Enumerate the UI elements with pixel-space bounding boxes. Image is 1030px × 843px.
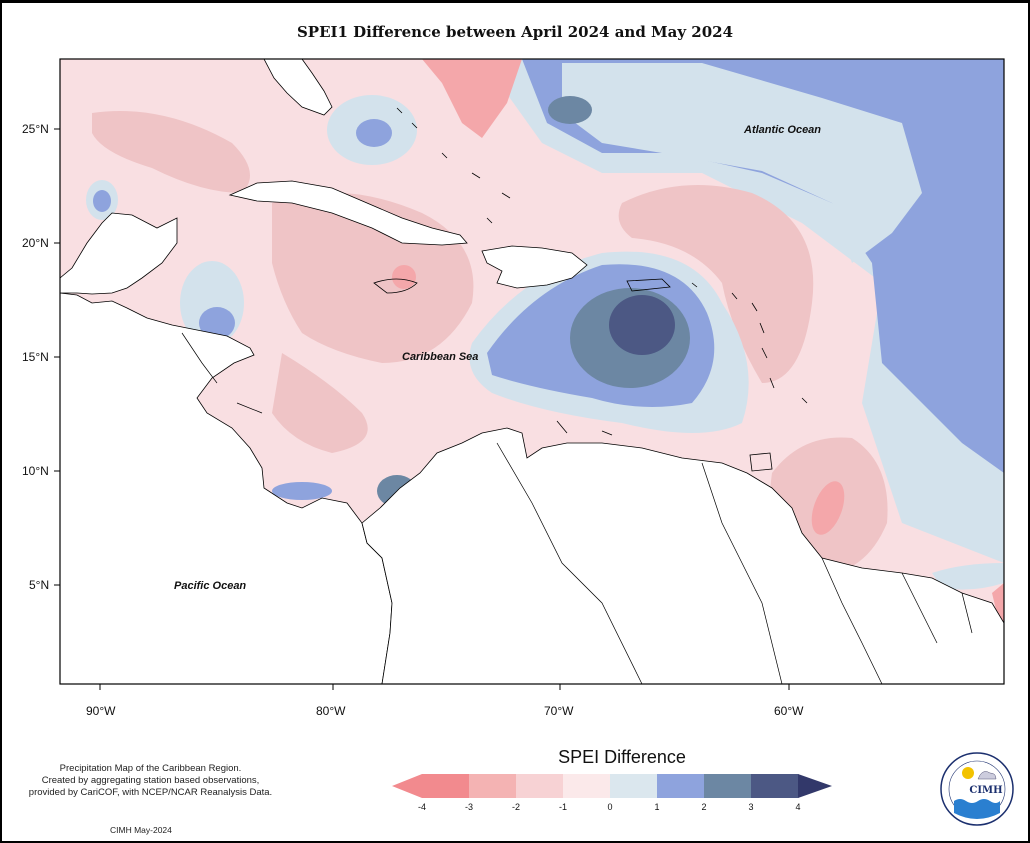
legend-tick-label: 0: [607, 802, 613, 812]
field-south-pink: [272, 353, 368, 453]
map-svg: [54, 58, 1014, 826]
figure-frame: SPEI1 Difference between April 2024 and …: [2, 3, 1028, 841]
field-guiana-red: [811, 481, 845, 535]
credit: CIMH May-2024: [110, 825, 172, 835]
lat-label-5: 5°N: [29, 578, 50, 592]
field-se-lightblue: [932, 563, 1004, 590]
legend-tick-label: -1: [558, 802, 568, 812]
colorbar-arrow-right: [798, 774, 832, 798]
lat-ticks: [54, 128, 60, 586]
cimh-logo-icon: [940, 752, 1014, 826]
caption: Precipitation Map of the Caribbean Regio…: [8, 763, 293, 799]
land-trinidad: [749, 452, 773, 472]
colorbar-segment: [422, 774, 470, 798]
field-panama-blue: [272, 482, 332, 500]
colorbar-segment: [657, 774, 705, 798]
caption-line-1: Precipitation Map of the Caribbean Regio…: [59, 763, 242, 774]
colorbar-segment: [469, 774, 517, 798]
land-cuba: [228, 180, 468, 246]
lon-label-70: 70°W: [544, 704, 574, 718]
land-mexico-gulf: [60, 212, 178, 295]
field-gulf-pink: [92, 111, 250, 193]
legend-tick-label: -4: [417, 802, 427, 812]
map-title: SPEI1 Difference between April 2024 and …: [296, 23, 734, 41]
colorbar-arrow-left: [392, 774, 422, 798]
legend-colorbar: [392, 774, 832, 798]
legend-tick-label: 4: [795, 802, 801, 812]
legend-tick-label: -3: [464, 802, 474, 812]
land-jamaica: [373, 278, 418, 294]
field-caribbean-darkblue: [609, 295, 675, 355]
colorbar-segment: [610, 774, 658, 798]
logo-text: CIMH: [969, 785, 1003, 796]
lat-label-15: 15°N: [22, 350, 49, 364]
legend-tick-label: 2: [701, 802, 707, 812]
lon-label-60: 60°W: [774, 704, 804, 718]
colorbar-segment: [751, 774, 799, 798]
field-north-red: [422, 59, 522, 138]
lon-label-90: 90°W: [86, 704, 116, 718]
field-jamaica-red: [392, 265, 416, 289]
colorbar-segment: [704, 774, 752, 798]
land-south-america: [361, 427, 1004, 684]
field-gulf-blue: [93, 190, 111, 212]
ocean-label-pacific: Pacific Ocean: [174, 580, 247, 592]
land-hispaniola: [481, 245, 588, 289]
legend-title: SPEI Difference: [558, 747, 686, 767]
colorbar-segment: [563, 774, 611, 798]
lat-label-10: 10°N: [22, 464, 49, 478]
lat-label-20: 20°N: [22, 236, 49, 250]
legend-tick-label: 3: [748, 802, 754, 812]
lon-label-80: 80°W: [316, 704, 346, 718]
small-islands: [396, 107, 808, 436]
legend-tick-label: -2: [511, 802, 521, 812]
country-borders: [181, 332, 973, 684]
field-atlantic-small-dark: [548, 96, 592, 124]
land-puerto-rico: [626, 278, 671, 292]
map-frame: [59, 58, 1005, 685]
legend-tick-label: 1: [654, 802, 660, 812]
ocean-label-caribbean: Caribbean Sea: [402, 351, 479, 363]
field-atlantic-pink: [618, 185, 814, 383]
lon-ticks: [99, 684, 790, 690]
lat-label-25: 25°N: [22, 122, 49, 136]
ocean-label-atlantic: Atlantic Ocean: [744, 124, 822, 136]
field-atlantic-inner-lightblue: [562, 63, 922, 263]
field-yucatan-blue: [199, 307, 235, 339]
land-florida: [263, 59, 333, 116]
spei-field: [60, 59, 1004, 684]
caption-line-2: Created by aggregating station based obs…: [41, 775, 260, 786]
field-bahamas-blue: [356, 119, 392, 147]
caption-line-3: provided by CariCOF, with NCEP/NCAR Rean…: [28, 787, 273, 798]
colorbar-segment: [516, 774, 564, 798]
